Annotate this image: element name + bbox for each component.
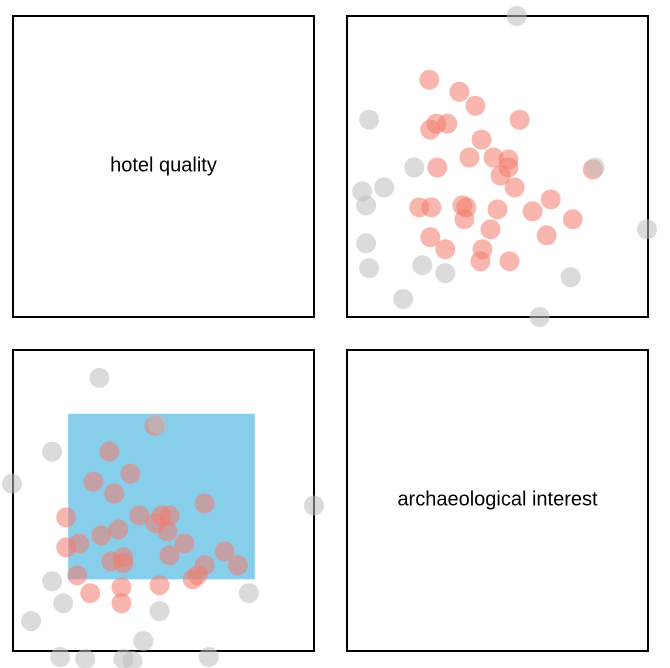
bottom-left-point [83,471,104,492]
top-right-point [374,177,395,198]
bottom-left-point [111,593,132,614]
bottom-left-point [149,575,170,596]
bottom-left-point [42,571,63,592]
top-right-point [504,177,525,198]
bottom-left-point [50,647,71,667]
top-right-point [506,6,527,26]
panel-top-right-frame [346,15,649,318]
top-right-point [584,157,605,178]
top-right-point [465,95,486,116]
bottom-left-point [56,537,77,558]
top-right-point [427,157,448,178]
bottom-left-point [194,493,215,514]
bottom-left-point [99,441,120,462]
bottom-left-point [122,651,143,668]
top-right-point [540,189,561,210]
bottom-left-point [133,631,154,651]
bottom-left-point [120,463,141,484]
bottom-left-point [174,533,195,554]
bottom-left-point [304,495,324,516]
bottom-left-point [2,473,22,494]
top-right-point [470,251,491,272]
bottom-left-point [147,413,168,434]
panel-bottom-right-frame [346,349,649,652]
bottom-left-point [80,583,101,604]
panel-top-right [346,6,657,327]
top-right-point [420,119,441,140]
top-right-point [483,147,504,168]
top-right-point [536,225,557,246]
top-right-point [421,197,442,218]
bottom-left-point [111,577,132,598]
top-right-points [352,6,657,327]
bottom-left-point [227,555,248,576]
top-right-point [529,307,550,327]
bottom-left-point [214,541,235,562]
bottom-left-point [42,441,63,462]
top-right-point [412,255,433,276]
top-right-point [499,251,520,272]
top-right-point [637,219,657,240]
top-right-point [480,219,501,240]
bottom-left-point [75,649,96,668]
top-right-point [419,69,440,90]
top-right-point [420,227,441,248]
top-right-point [562,209,583,230]
bottom-left-point [56,507,77,528]
bottom-left-point [53,593,74,614]
top-right-point [459,147,480,168]
archaeological-interest-label: archaeological interest [397,488,598,510]
panel-bottom-right: archaeological interest [346,349,649,652]
top-right-point [435,263,456,284]
top-right-point [560,267,581,288]
top-right-point [404,157,425,178]
panel-top-left: hotel quality [12,15,315,318]
top-right-point [454,209,475,230]
bottom-left-point [149,601,170,622]
bottom-left-point [238,583,259,604]
top-right-point [471,129,492,150]
hotel-quality-label: hotel quality [110,154,217,176]
top-right-point [522,201,543,222]
top-right-point [356,195,377,216]
bottom-left-point [198,647,219,667]
top-right-point [435,239,456,260]
bottom-left-point [157,521,178,542]
top-right-point [393,289,414,310]
bottom-left-point [21,611,42,632]
top-right-point [509,109,530,130]
top-right-point [490,165,511,186]
bottom-left-points [2,367,324,668]
bottom-left-point [182,569,203,590]
panel-top-left-frame [12,15,315,318]
top-right-point [359,258,380,279]
panel-bottom-left [2,349,324,668]
top-right-point [449,81,470,102]
bottom-left-point [67,565,88,586]
bottom-left-point [89,367,110,388]
bottom-left-point [104,483,125,504]
top-right-point [356,233,377,254]
bottom-left-point [91,525,112,546]
bottom-left-point [113,553,134,574]
top-right-point [359,109,380,130]
bottom-left-point [129,505,150,526]
bottom-left-point [108,519,129,540]
top-right-point [487,199,508,220]
bottom-left-point [159,545,180,566]
